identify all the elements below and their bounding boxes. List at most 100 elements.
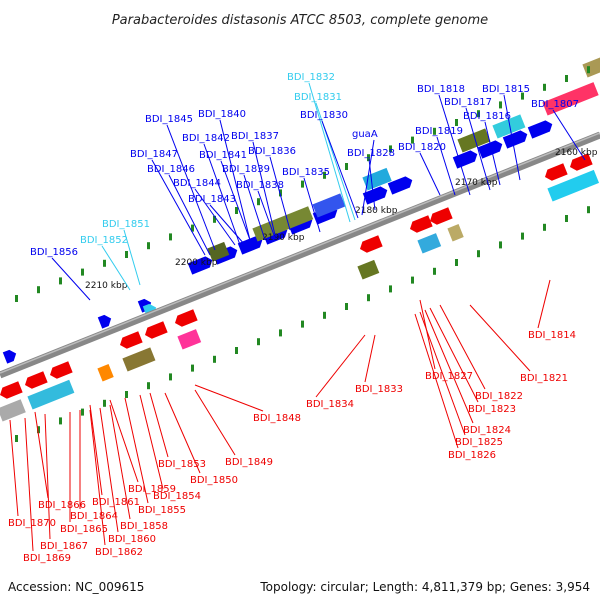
gene-label: BDI_1840 — [198, 109, 246, 120]
forward-gene-arrow-shape — [477, 140, 503, 159]
tick-mark — [499, 101, 502, 109]
leader-line — [315, 334, 366, 398]
gene-label: BDI_1824 — [463, 425, 511, 436]
tick-mark — [59, 417, 62, 425]
gene-label: BDI_1844 — [173, 178, 221, 189]
gene-block — [547, 169, 600, 202]
tick-mark — [191, 224, 194, 232]
leader-line — [168, 174, 211, 256]
gene-block-shape — [542, 82, 599, 116]
gene-label: BDI_1870 — [8, 518, 56, 529]
gene-label: BDI_1847 — [130, 149, 178, 160]
leader-line — [194, 188, 236, 246]
tick-mark — [301, 320, 304, 328]
gene-label: BDI_1814 — [528, 330, 576, 341]
gene-block — [492, 114, 526, 139]
gene-label: BDI_1867 — [40, 541, 88, 552]
gene-label: BDI_1822 — [475, 391, 523, 402]
gene-label: BDI_1859 — [128, 484, 176, 495]
leader-line — [209, 204, 246, 246]
leader-line — [436, 136, 456, 196]
gene-label: BDI_1841 — [199, 150, 247, 161]
accession-text: Accession: NC_009615 — [8, 580, 145, 594]
leader-line — [424, 309, 474, 424]
leader-line — [164, 392, 201, 474]
leader-line — [465, 107, 491, 191]
small-gene-arrow — [2, 349, 17, 364]
leader-line — [101, 245, 131, 291]
gene-label: BDI_1843 — [188, 194, 236, 205]
feature-tracks — [0, 57, 600, 422]
diagram-title: Parabacteroides distasonis ATCC 8503, co… — [112, 13, 488, 28]
leader-line — [99, 407, 119, 533]
gene-label: BDI_1819 — [415, 126, 463, 137]
gene-label: BDI_1853 — [158, 459, 206, 470]
gene-label: BDI_1849 — [225, 457, 273, 468]
tick-mark — [257, 198, 260, 206]
gene-block — [582, 57, 600, 78]
gene-label: BDI_1851 — [102, 219, 150, 230]
tick-mark — [389, 145, 392, 153]
leader-line — [194, 384, 264, 412]
tick-mark — [367, 154, 370, 162]
reverse-gene-arrow — [25, 371, 48, 389]
forward-gene-arrow — [502, 130, 528, 149]
gene-block — [542, 82, 599, 116]
tick-mark — [345, 303, 348, 310]
gene-label: BDI_1827 — [425, 371, 473, 382]
gene-label: BDI_1839 — [222, 164, 270, 175]
gene-label: BDI_1828 — [347, 148, 395, 159]
reverse-gene-arrow — [360, 235, 383, 253]
gene-label: BDI_1820 — [398, 142, 446, 153]
gene-block-shape — [177, 329, 202, 350]
leader-line — [124, 397, 149, 504]
leader-line — [123, 229, 141, 286]
gene-label: BDI_1846 — [147, 164, 195, 175]
leader-line — [552, 109, 586, 161]
gene-block — [362, 167, 392, 191]
gene-block — [457, 128, 491, 153]
gene-label: BDI_1833 — [355, 384, 403, 395]
reverse-gene-arrow — [145, 321, 168, 339]
gene-label: BDI_1807 — [531, 99, 579, 110]
forward-gene-arrow-shape — [237, 236, 263, 255]
forward-gene-arrow — [477, 140, 503, 159]
reverse-gene-arrow — [545, 163, 568, 181]
leader-line — [89, 409, 106, 546]
gene-label: BDI_1835 — [282, 167, 330, 178]
gene-block-shape — [122, 347, 156, 372]
gene-label: BDI_1826 — [448, 450, 496, 461]
forward-gene-arrow-shape — [527, 120, 553, 139]
tick-mark — [15, 435, 18, 442]
tick-mark — [477, 110, 480, 118]
leader-line — [269, 156, 291, 231]
leader-line — [109, 399, 139, 483]
scale-tick-label: 2200 kbp — [175, 258, 218, 268]
gene-label: BDI_1860 — [108, 534, 156, 545]
gene-block-shape — [457, 128, 491, 153]
reverse-gene-arrow-shape — [360, 235, 383, 253]
tick-mark — [37, 286, 40, 294]
tick-mark — [257, 338, 260, 346]
tick-mark — [367, 294, 370, 302]
reverse-gene-arrow — [120, 331, 143, 349]
leader-line — [139, 394, 164, 490]
gene-label: BDI_1816 — [463, 111, 511, 122]
tick-mark — [455, 119, 458, 126]
leader-line — [219, 119, 251, 241]
small-gene-arrow-shape — [97, 314, 112, 329]
forward-gene-arrow-shape — [502, 130, 528, 149]
gene-label: BDI_1866 — [38, 500, 86, 511]
gene-block — [357, 259, 380, 280]
gene-block-shape — [97, 364, 114, 382]
leader-line — [438, 94, 471, 196]
tick-mark — [103, 399, 106, 407]
leader-line — [361, 139, 375, 216]
tick-mark — [213, 355, 216, 363]
scale-tick-label: 2170 kbp — [455, 178, 498, 188]
reverse-gene-arrow-shape — [570, 153, 593, 171]
gene-label: BDI_1817 — [444, 97, 492, 108]
gene-block-shape — [357, 259, 380, 280]
leader-line — [439, 304, 486, 390]
tick-mark — [411, 276, 414, 284]
